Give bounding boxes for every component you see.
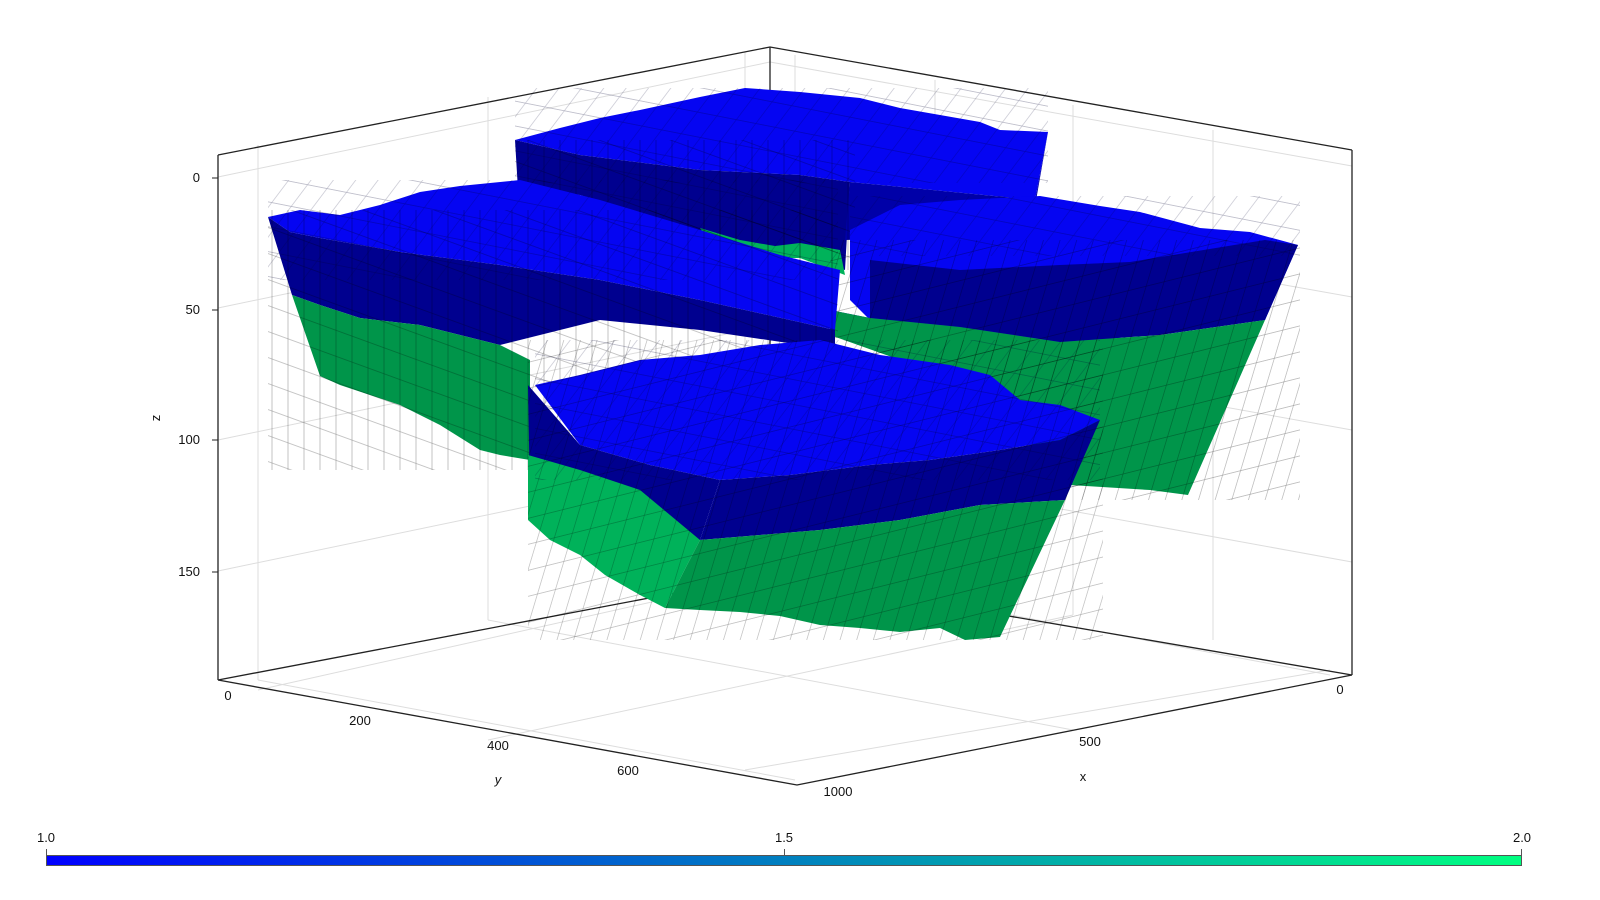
- y-tick-600: 600: [617, 763, 639, 778]
- z-axis-label: z: [148, 415, 163, 422]
- x-axis-label: x: [1080, 769, 1087, 784]
- z-tick-100: 100: [178, 432, 200, 447]
- y-axis-label: y: [494, 772, 503, 787]
- y-tick-200: 200: [349, 713, 371, 728]
- x-axis: 0 500 1000 x: [824, 682, 1344, 799]
- x-tick-500: 500: [1079, 734, 1101, 749]
- front-block: [528, 340, 1103, 640]
- colorbar-tick-min: 1.0: [36, 830, 56, 845]
- colorbar-tick-mid: 1.5: [774, 830, 794, 845]
- y-tick-400: 400: [487, 738, 509, 753]
- z-axis: 0 50 100 150 z: [148, 170, 218, 579]
- x-tick-0: 0: [1336, 682, 1343, 697]
- x-tick-1000: 1000: [824, 784, 853, 799]
- y-axis: 0 200 400 600 y: [224, 688, 638, 787]
- z-tick-150: 150: [178, 564, 200, 579]
- colorbar-tick-max: 2.0: [1512, 830, 1532, 845]
- z-tick-50: 50: [186, 302, 200, 317]
- colorbar-gradient: [46, 855, 1522, 866]
- y-tick-0: 0: [224, 688, 231, 703]
- z-tick-0: 0: [193, 170, 200, 185]
